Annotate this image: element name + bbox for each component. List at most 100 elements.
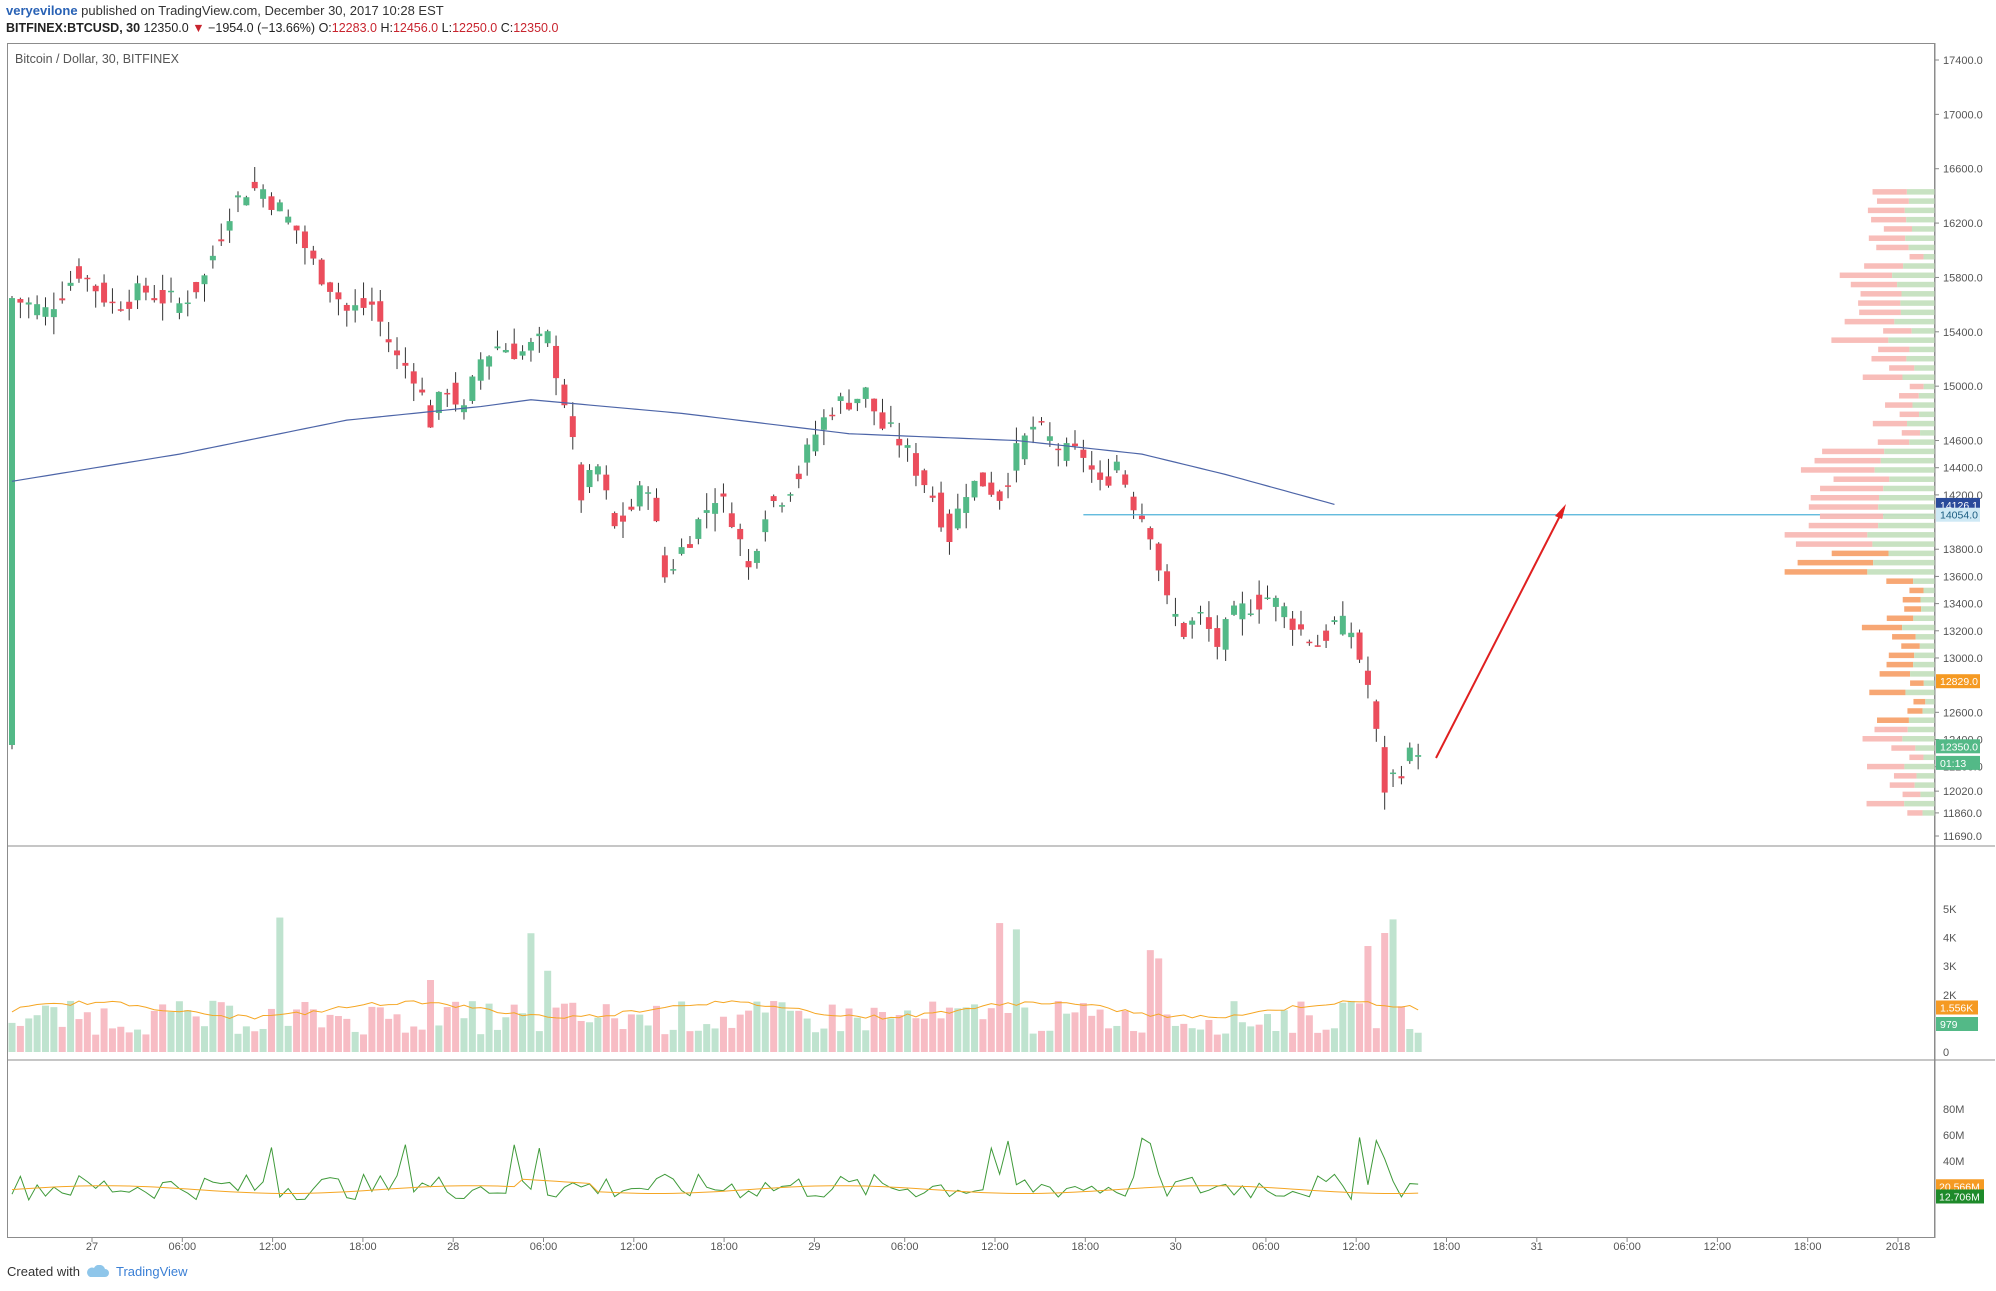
volume-bar (251, 1031, 259, 1052)
volume-bar (619, 1029, 627, 1052)
candle-body (435, 391, 442, 414)
volume-bar (385, 1018, 393, 1052)
time-tick-label: 31 (1531, 1241, 1543, 1253)
volume-bar (1130, 1031, 1138, 1052)
candle-body (979, 472, 986, 487)
candle-body (25, 302, 32, 305)
candle-body (1021, 435, 1028, 460)
volume-profile-bar (1908, 244, 1935, 251)
volume-bar (1389, 919, 1397, 1052)
price-tick-label: 12020.0 (1943, 786, 1983, 798)
volume-bar (1289, 1032, 1297, 1052)
volume-bar (686, 1031, 694, 1052)
volume-profile-bar (1876, 244, 1909, 251)
volume-bar (644, 1025, 652, 1052)
volume-bar (343, 1018, 351, 1052)
volume-profile-bar (1912, 402, 1935, 408)
volume-bar (184, 1010, 192, 1052)
footer: Created with TradingView (7, 1264, 188, 1279)
candle-body (896, 438, 903, 446)
volume-bar (351, 1031, 359, 1052)
open-value: 12283.0 (331, 21, 377, 35)
volume-profile-bar (1908, 198, 1935, 204)
volume-profile-bar (1858, 300, 1901, 306)
candle-body (527, 341, 534, 351)
volume-profile-bar (1864, 263, 1904, 269)
volume-profile-bar (1859, 309, 1901, 316)
volume-bar (1121, 1010, 1129, 1052)
candle-body (151, 298, 158, 301)
volume-bar (527, 933, 535, 1052)
volume-bar (293, 1009, 301, 1052)
trend-arrow-line (1435, 507, 1565, 759)
volume-bar (669, 1029, 677, 1052)
volume-tick-label: 2K (1943, 990, 1957, 1002)
candle-body (452, 382, 459, 405)
candle-body (142, 285, 149, 293)
symbol-label: BITFINEX:BTCUSD, 30 (6, 21, 141, 35)
volume-bar (1339, 1002, 1347, 1052)
volume-bar (678, 1001, 686, 1052)
volume-bar (1180, 1023, 1188, 1052)
volume-bar (75, 1019, 83, 1052)
volume-bar (435, 1025, 443, 1052)
volume-profile-bar (1913, 698, 1926, 705)
candle-body (226, 221, 233, 231)
volume-profile-bar (1919, 643, 1935, 649)
volume-bar (393, 1014, 401, 1052)
volume-bar (1071, 1012, 1079, 1052)
volume-profile-bar (1906, 355, 1935, 362)
candle-body (1247, 613, 1254, 615)
volume-bar (443, 1007, 451, 1052)
candle-body (996, 491, 1003, 501)
volume-bar (1063, 1013, 1071, 1052)
volume-badge-label: 1.556K (1940, 1002, 1973, 1014)
candle-body (628, 506, 635, 510)
obv-average-line (11, 1178, 1419, 1195)
candle-body (1231, 605, 1238, 615)
time-tick-label: 12:00 (259, 1241, 287, 1253)
volume-profile-bar (1918, 393, 1935, 399)
volume-profile-bar (1907, 810, 1923, 816)
price-tick-label: 16200.0 (1943, 218, 1983, 230)
volume-profile-bar (1892, 634, 1916, 640)
volume-profile-bar (1872, 541, 1935, 547)
time-tick-label: 18:00 (1794, 1241, 1822, 1253)
volume-profile-bar (1909, 383, 1924, 390)
volume-profile-bar (1916, 773, 1935, 779)
volume-bar (1322, 1029, 1330, 1052)
volume-bar (1012, 929, 1020, 1052)
volume-profile-bar (1874, 726, 1908, 733)
candle-body (117, 309, 124, 311)
volume-profile-bar (1913, 578, 1935, 584)
volume-profile-bar (1904, 606, 1922, 612)
volume-bar (1305, 1015, 1313, 1052)
time-tick-label: 12:00 (620, 1241, 648, 1253)
tradingview-brand[interactable]: TradingView (115, 1264, 188, 1279)
volume-profile-bar (1925, 698, 1935, 705)
volume-profile-bar (1862, 374, 1903, 381)
volume-profile-bar (1885, 402, 1913, 408)
candle-body (377, 301, 384, 322)
volume-bar (510, 1004, 518, 1052)
volume-profile-bar (1901, 643, 1920, 649)
candle-body (1339, 615, 1346, 635)
author-link[interactable]: veryevilone (6, 3, 78, 18)
candle-body (193, 282, 200, 293)
candle-body (327, 282, 334, 292)
candle-body (854, 398, 861, 404)
volume-bar (309, 1009, 317, 1052)
low-value: 12250.0 (452, 21, 498, 35)
volume-profile-bar (1880, 457, 1935, 464)
volume-bar (954, 1008, 962, 1052)
time-tick-label: 06:00 (1252, 1241, 1280, 1253)
volume-tick-label: 0 (1943, 1047, 1949, 1059)
volume-profile-bar (1883, 226, 1912, 232)
volume-profile-bar (1871, 216, 1907, 223)
price-tick-label: 14400.0 (1943, 463, 1983, 475)
candle-body (720, 493, 727, 497)
time-tick-label: 12:00 (1342, 1241, 1370, 1253)
volume-bar (1205, 1019, 1213, 1052)
volume-bar (159, 1004, 167, 1052)
